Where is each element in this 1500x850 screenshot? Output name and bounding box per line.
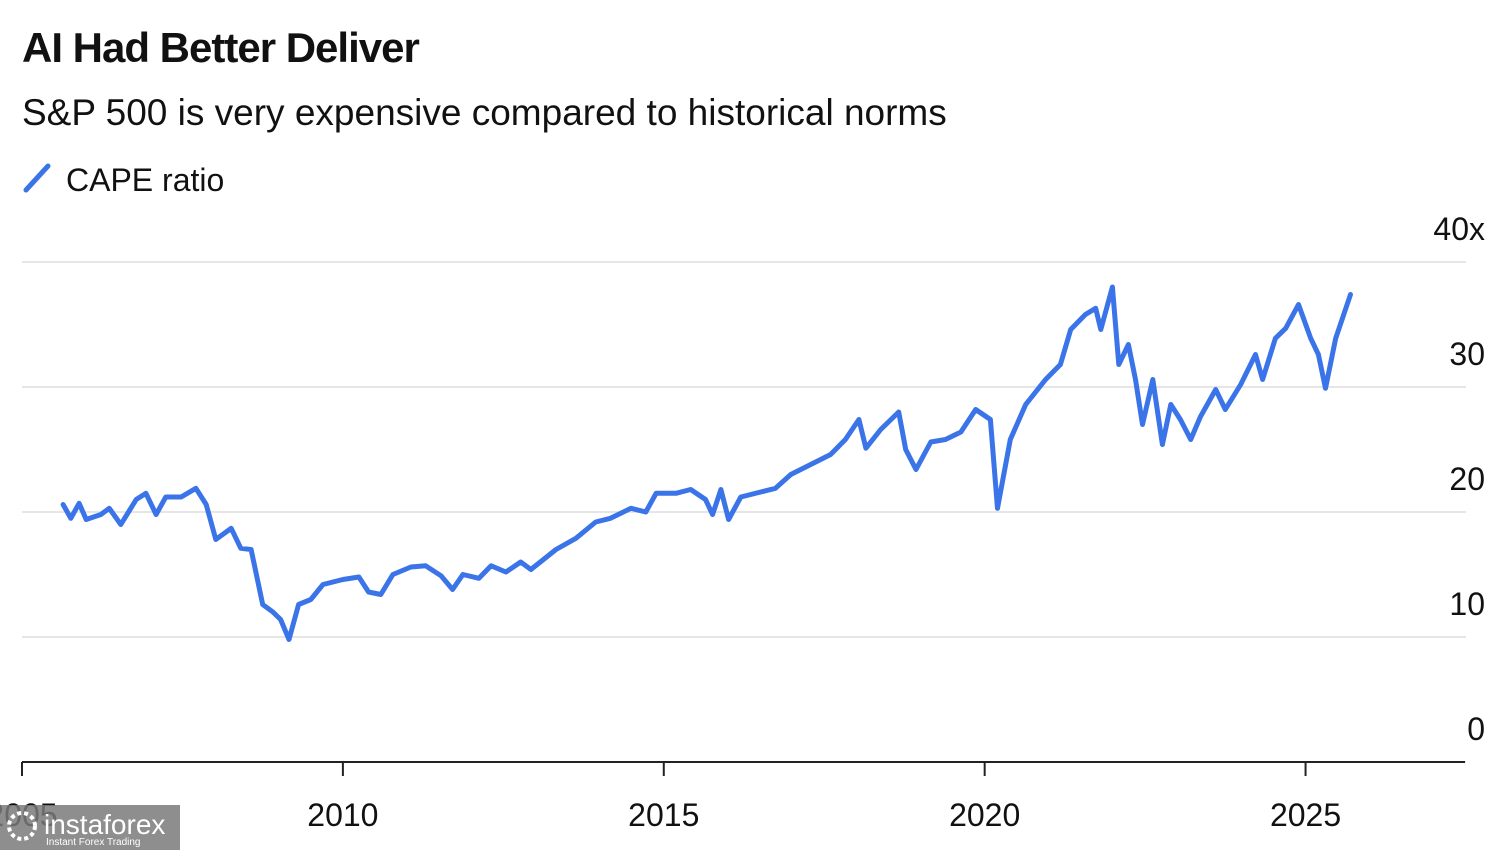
x-tick-label: 2020 [949, 797, 1020, 833]
y-tick-label: 10 [1449, 586, 1485, 622]
legend-swatch [23, 163, 51, 193]
y-tick-label: 30 [1449, 336, 1485, 372]
watermark: instaforex Instant Forex Trading [0, 805, 180, 850]
watermark-tagline: Instant Forex Trading [46, 837, 141, 848]
chart-subtitle: S&P 500 is very expensive compared to hi… [22, 92, 947, 133]
watermark-box [0, 805, 180, 850]
x-tick-label: 2010 [307, 797, 378, 833]
data-line [60, 284, 1353, 642]
watermark-logo [7, 811, 37, 841]
chart-title: AI Had Better Deliver [22, 24, 419, 71]
y-tick-label: 40x [1433, 211, 1485, 247]
y-tick-label: 20 [1449, 461, 1485, 497]
y-tick-label: 0 [1467, 711, 1485, 747]
watermark-name: instaforex [44, 809, 165, 840]
x-tick-label: 2015 [628, 797, 699, 833]
x-tick-label: 2025 [1270, 797, 1341, 833]
legend-label: CAPE ratio [66, 162, 224, 198]
